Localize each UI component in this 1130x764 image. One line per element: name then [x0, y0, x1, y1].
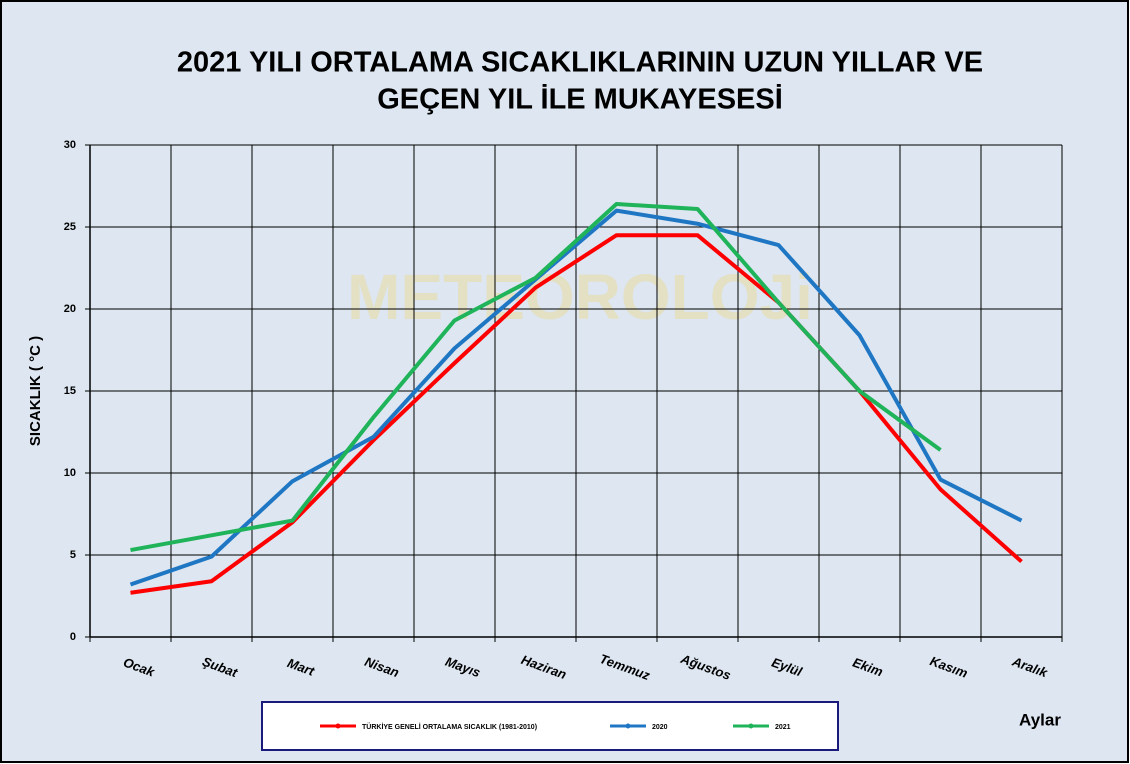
series-line	[130, 202, 942, 553]
legend-marker	[625, 723, 631, 729]
series-line	[130, 233, 1023, 595]
y-tick-label: 10	[64, 467, 76, 479]
y-tick-label: 5	[70, 549, 76, 561]
y-tick-label: 30	[64, 139, 76, 151]
legend-marker	[335, 723, 341, 729]
legend-label: TÜRKİYE GENELİ ORTALAMA SICAKLIK (1981-2…	[362, 722, 537, 731]
watermark: METEOROLOJi	[347, 261, 813, 333]
legend-label: 2021	[775, 724, 791, 731]
legend-label: 2020	[652, 724, 668, 731]
chart-title: 2021 YILI ORTALAMA SICAKLIKLARININ UZUN …	[177, 47, 983, 79]
y-tick-label: 20	[64, 303, 76, 315]
y-tick-label: 0	[70, 631, 76, 643]
y-tick-label: 15	[64, 385, 76, 397]
y-tick-label: 25	[64, 221, 76, 233]
chart-subtitle: GEÇEN YIL İLE MUKAYESESİ	[377, 84, 783, 116]
legend-marker	[748, 723, 754, 729]
series-line	[129, 208, 1023, 587]
y-axis-label: SICAKLIK ( °C )	[27, 336, 44, 446]
x-axis-label: Aylar	[1019, 710, 1061, 729]
